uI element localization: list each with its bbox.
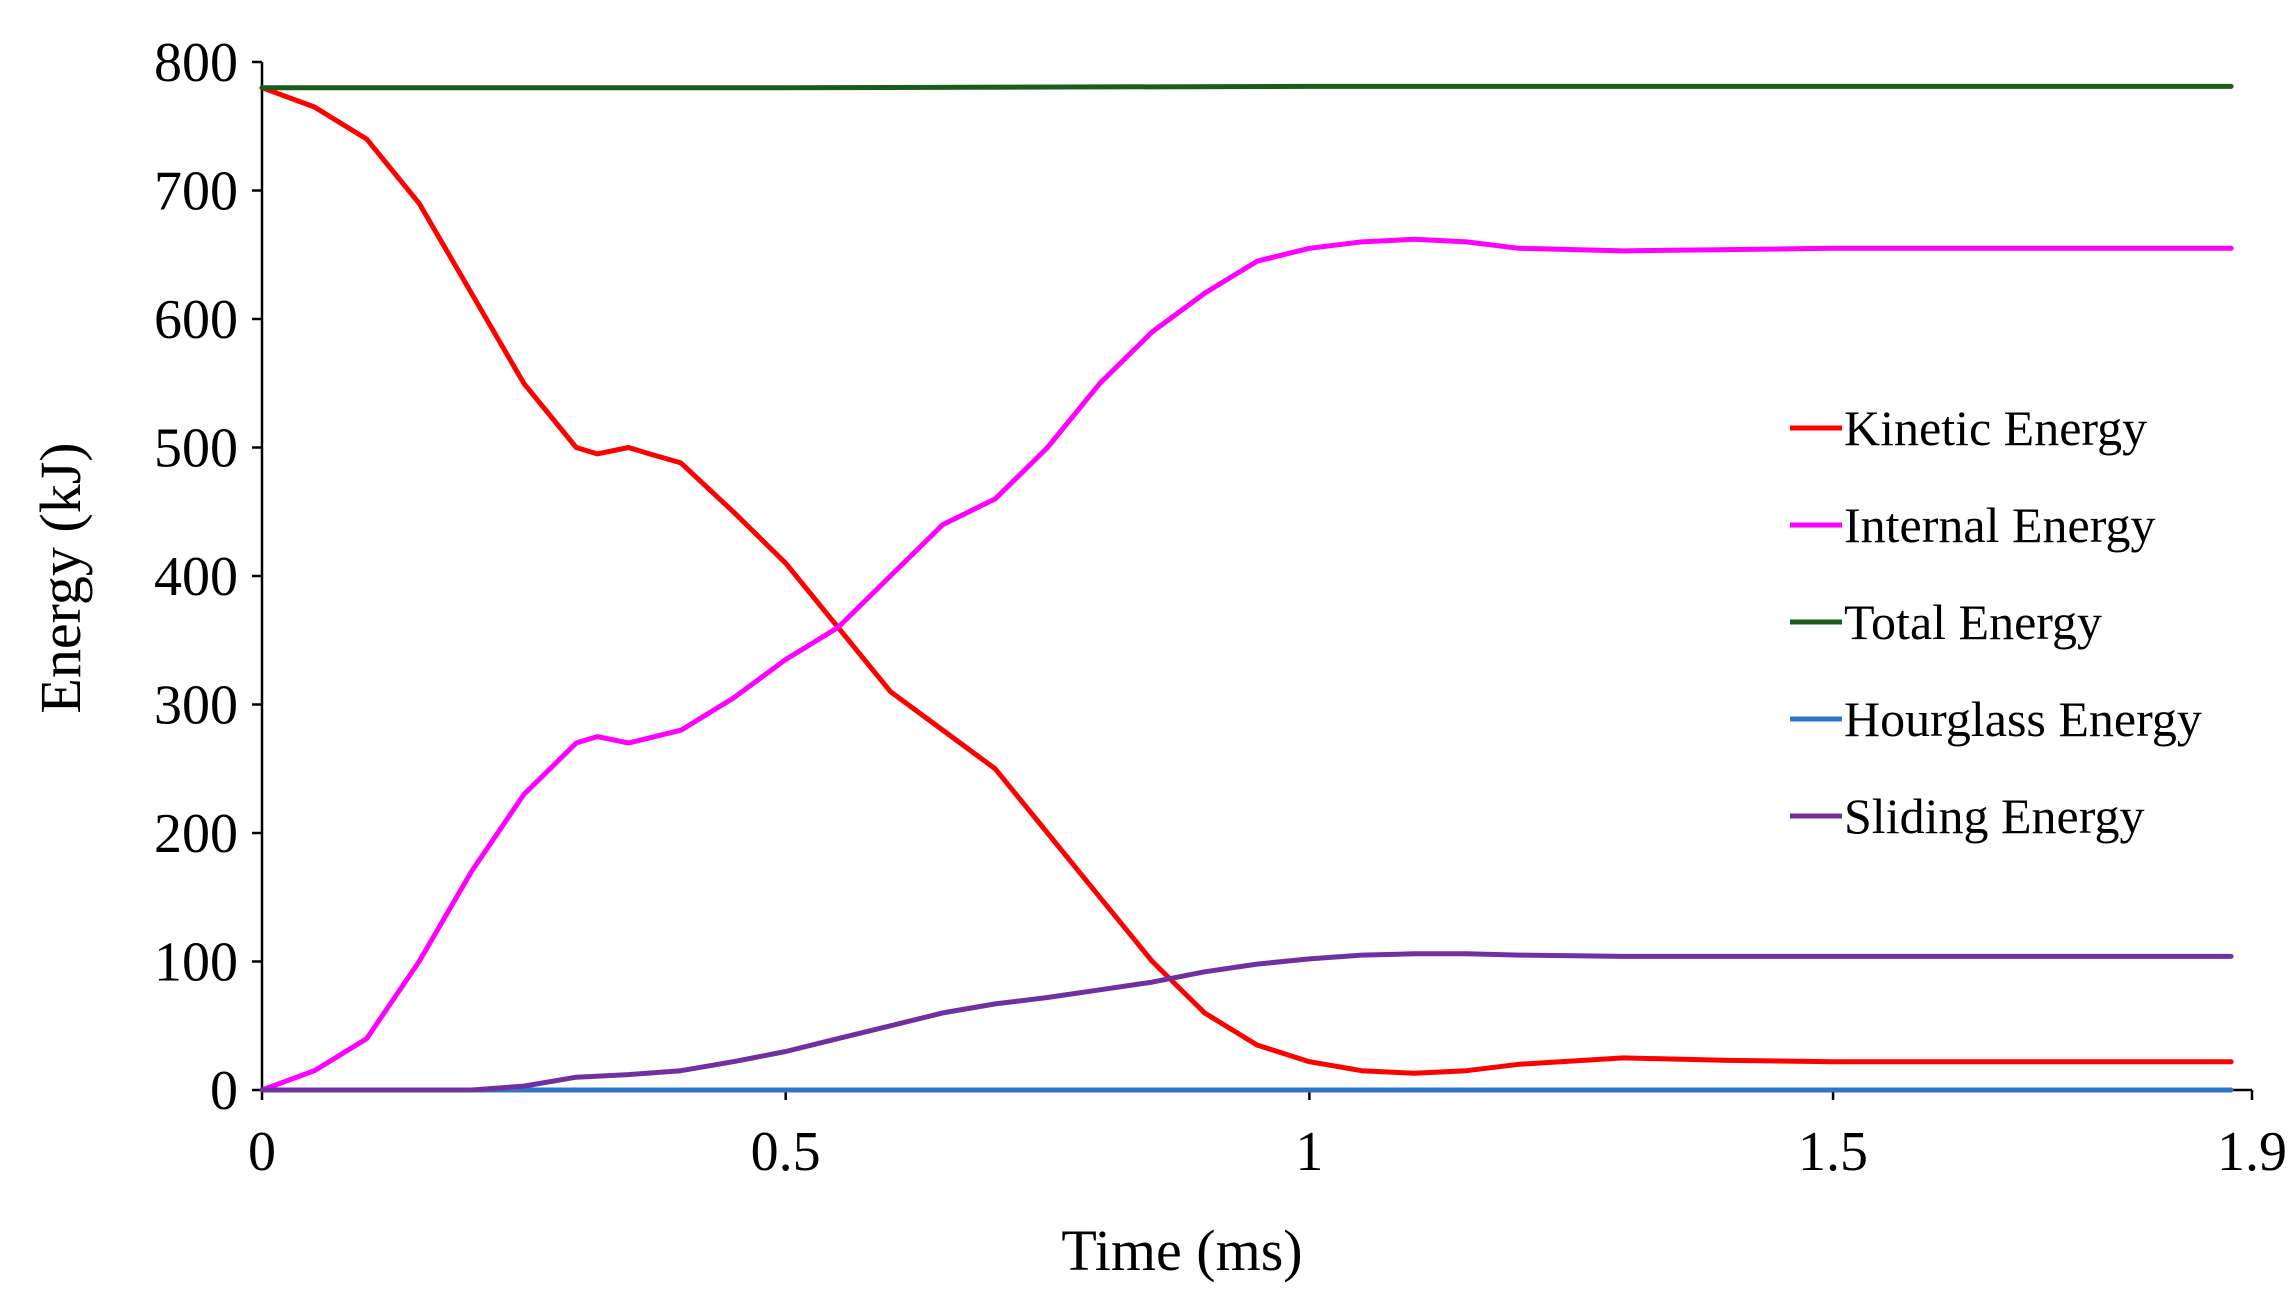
y-tick-label: 300 [154,675,238,737]
legend-label-hourglass-energy: Hourglass Energy [1844,691,2202,747]
x-tick-label: 1.5 [1798,1121,1868,1183]
y-tick-label: 600 [154,289,238,351]
y-tick-label: 0 [210,1060,238,1122]
series-line-internal-energy [259,236,2234,1093]
y-tick-label: 400 [154,546,238,608]
y-tick-label: 500 [154,418,238,480]
y-tick-label: 200 [154,803,238,865]
y-axis-title: Energy (kJ) [28,442,93,713]
y-tick-label: 800 [154,32,238,94]
series-line-sliding-energy [259,951,2234,1093]
axes: 0 100 200 300 400 500 600 700 800 0 0.5 1 1.5 1.9 [154,32,2287,1183]
x-tick-label: 0 [248,1121,276,1183]
x-axis-title: Time (ms) [1061,1218,1302,1283]
legend: Kinetic Energy Internal Energy Total Energ… [1790,400,2202,844]
legend-label-internal-energy: Internal Energy [1844,497,2155,553]
y-tick-label: 100 [154,932,238,994]
x-tick-label: 0.5 [751,1121,821,1183]
legend-label-kinetic-energy: Kinetic Energy [1844,400,2147,456]
series-line-kinetic-energy [259,85,2234,1076]
legend-label-total-energy: Total Energy [1844,594,2102,650]
series-layer [259,83,2234,1093]
y-tick-label: 700 [154,161,238,223]
x-tick-label: 1 [1295,1121,1323,1183]
x-tick-label: 1.9 [2217,1121,2287,1183]
series-line-total-energy [259,83,2234,91]
legend-label-sliding-energy: Sliding Energy [1844,788,2144,844]
